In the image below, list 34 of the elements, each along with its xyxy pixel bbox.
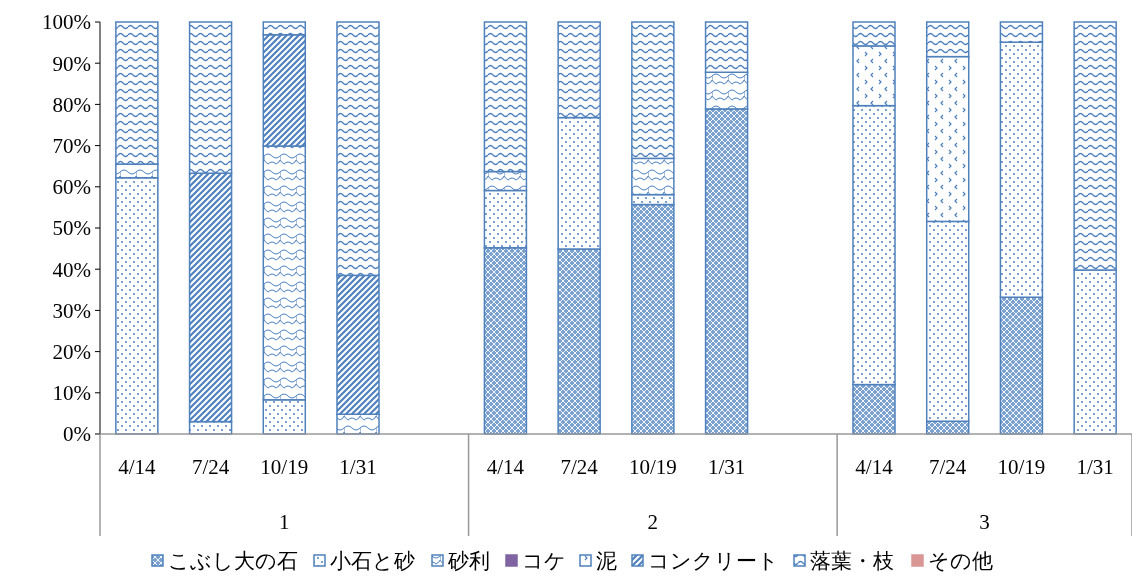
- legend-label: 砂利: [447, 549, 490, 574]
- text: 3: [979, 510, 990, 534]
- y-tick-label: 70%: [52, 133, 91, 158]
- legend-label: 小石と砂: [330, 549, 415, 574]
- text: 1: [279, 510, 290, 534]
- y-tick-label: 90%: [52, 51, 91, 76]
- x-tick-label: 10/19: [260, 455, 309, 479]
- y-tick-label: 50%: [52, 216, 91, 241]
- legend-label: 落葉・枝: [810, 549, 894, 574]
- legend-label: コケ: [522, 549, 566, 574]
- x-tick-label: 7/24: [560, 455, 599, 479]
- x-tick-label: 4/14: [855, 455, 894, 479]
- x-tick-label: 7/24: [929, 455, 967, 479]
- x-tick-label: 1/31: [707, 455, 746, 479]
- text: 2: [647, 510, 659, 534]
- legend-label: こぶし大の石: [168, 549, 298, 574]
- x-tick-label: 4/14: [486, 455, 525, 479]
- x-tick-label: 7/24: [191, 455, 230, 479]
- y-tick-label: 80%: [52, 92, 91, 117]
- y-tick-label: 60%: [52, 175, 91, 200]
- y-tick-label: 10%: [52, 381, 91, 406]
- x-tick-label: 4/14: [118, 455, 157, 479]
- y-tick-label: 30%: [52, 298, 91, 323]
- x-tick-label: 1/31: [339, 455, 377, 479]
- y-tick-label: 20%: [52, 339, 91, 364]
- x-tick-label: 10/19: [997, 455, 1046, 479]
- y-tick-label: 40%: [52, 257, 91, 282]
- legend-label: 泥: [596, 549, 617, 574]
- x-tick-label: 1/31: [1076, 455, 1114, 479]
- y-tick-label: 100%: [42, 10, 91, 35]
- x-tick-label: 10/19: [628, 455, 677, 479]
- legend-label: コンクリート: [648, 549, 779, 574]
- y-tick-label: 0%: [63, 422, 91, 447]
- legend-label: その他: [928, 549, 993, 574]
